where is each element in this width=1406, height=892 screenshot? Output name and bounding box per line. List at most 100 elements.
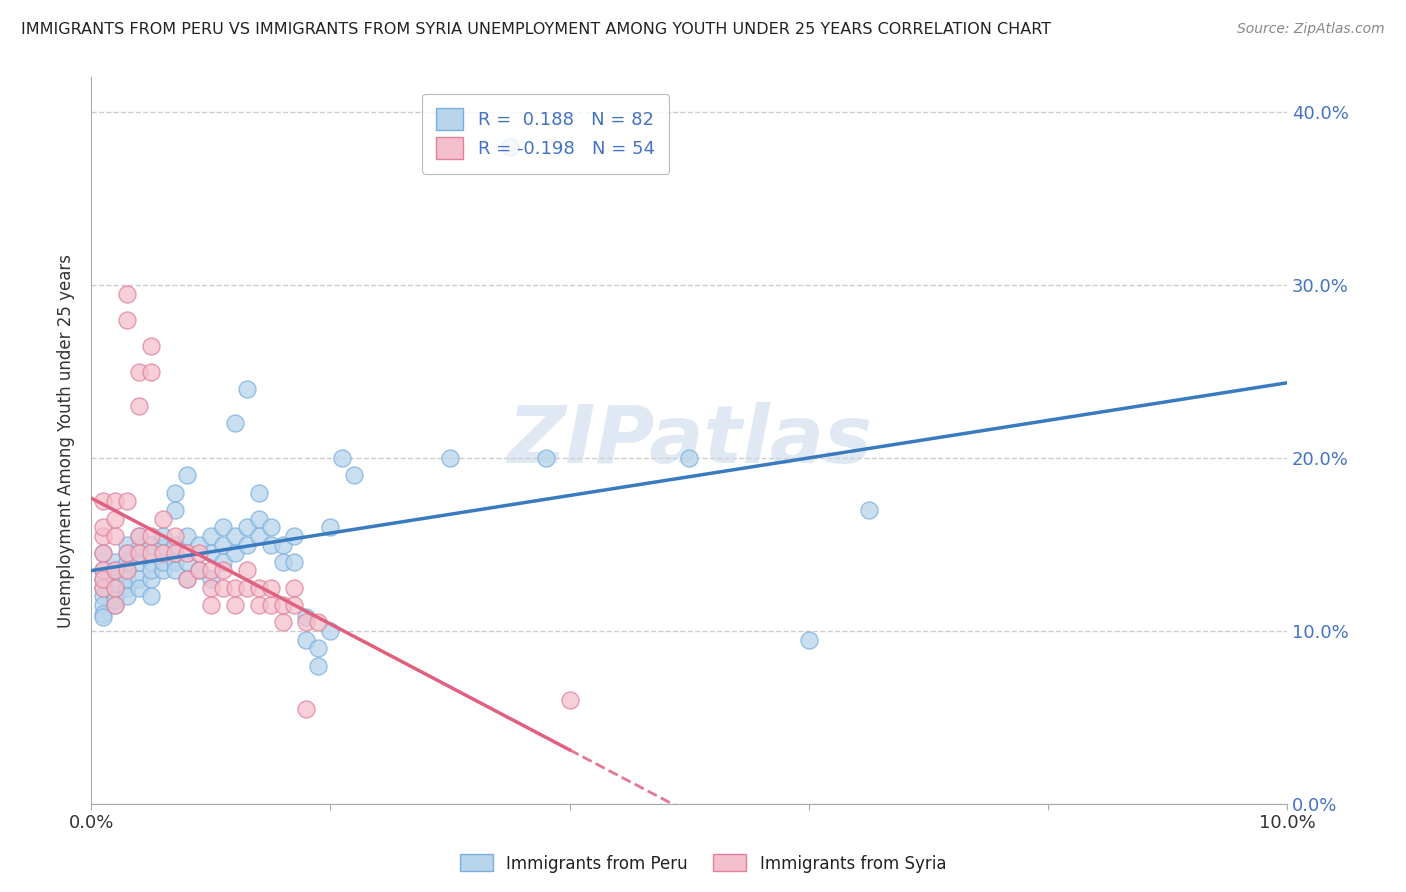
Point <box>319 520 342 534</box>
Point <box>104 494 127 508</box>
Point <box>139 364 162 378</box>
Point <box>187 546 209 560</box>
Point <box>128 581 150 595</box>
Point <box>271 537 294 551</box>
Point <box>211 581 233 595</box>
Point <box>104 555 127 569</box>
Point <box>115 564 138 578</box>
Point <box>139 555 162 569</box>
Point <box>200 581 222 595</box>
Point <box>104 590 127 604</box>
Point <box>104 575 127 590</box>
Y-axis label: Unemployment Among Youth under 25 years: Unemployment Among Youth under 25 years <box>58 253 75 628</box>
Point <box>128 572 150 586</box>
Point <box>176 572 198 586</box>
Point <box>678 450 700 465</box>
Point <box>152 564 174 578</box>
Point <box>139 537 162 551</box>
Point <box>128 529 150 543</box>
Point <box>128 541 150 555</box>
Point <box>104 529 127 543</box>
Point <box>343 468 366 483</box>
Point <box>271 598 294 612</box>
Point <box>224 529 246 543</box>
Point <box>163 546 186 560</box>
Point <box>163 564 186 578</box>
Point <box>858 503 880 517</box>
Point <box>115 494 138 508</box>
Point <box>152 541 174 555</box>
Point <box>139 529 162 543</box>
Point <box>115 572 138 586</box>
Point <box>139 590 162 604</box>
Point <box>187 564 209 578</box>
Text: IMMIGRANTS FROM PERU VS IMMIGRANTS FROM SYRIA UNEMPLOYMENT AMONG YOUTH UNDER 25 : IMMIGRANTS FROM PERU VS IMMIGRANTS FROM … <box>21 22 1052 37</box>
Point <box>187 564 209 578</box>
Point <box>104 598 127 612</box>
Point <box>115 546 138 560</box>
Point <box>91 572 114 586</box>
Point <box>139 564 162 578</box>
Point <box>128 555 150 569</box>
Point <box>307 641 329 656</box>
Point <box>139 338 162 352</box>
Point <box>176 529 198 543</box>
Point <box>115 537 138 551</box>
Point <box>104 592 127 607</box>
Point <box>235 382 257 396</box>
Point <box>104 564 127 578</box>
Legend: R =  0.188   N = 82, R = -0.198   N = 54: R = 0.188 N = 82, R = -0.198 N = 54 <box>422 94 669 174</box>
Point <box>224 581 246 595</box>
Point <box>163 485 186 500</box>
Point <box>91 581 114 595</box>
Point <box>211 564 233 578</box>
Point <box>558 693 581 707</box>
Point <box>439 450 461 465</box>
Point <box>163 555 186 569</box>
Point <box>91 494 114 508</box>
Point <box>295 610 318 624</box>
Point <box>319 624 342 638</box>
Point <box>115 564 138 578</box>
Point <box>247 529 270 543</box>
Point <box>152 511 174 525</box>
Point <box>235 581 257 595</box>
Point <box>307 658 329 673</box>
Point <box>163 537 186 551</box>
Point <box>200 572 222 586</box>
Point <box>104 511 127 525</box>
Point <box>247 485 270 500</box>
Point <box>187 537 209 551</box>
Point <box>247 598 270 612</box>
Point <box>200 529 222 543</box>
Point <box>259 520 281 534</box>
Point <box>200 564 222 578</box>
Point <box>259 581 281 595</box>
Point <box>176 468 198 483</box>
Point <box>104 581 127 595</box>
Point <box>295 702 318 716</box>
Point <box>128 364 150 378</box>
Point <box>259 537 281 551</box>
Point <box>104 564 127 578</box>
Point <box>91 610 114 624</box>
Point <box>91 564 114 578</box>
Point <box>152 546 174 560</box>
Point <box>235 564 257 578</box>
Point <box>211 537 233 551</box>
Point <box>139 572 162 586</box>
Point <box>247 511 270 525</box>
Point <box>224 546 246 560</box>
Point <box>91 564 114 578</box>
Point <box>128 399 150 413</box>
Point <box>152 529 174 543</box>
Point <box>104 572 127 586</box>
Point <box>91 598 114 612</box>
Point <box>247 581 270 595</box>
Point <box>91 546 114 560</box>
Point <box>295 632 318 647</box>
Point <box>271 615 294 630</box>
Point <box>211 520 233 534</box>
Point <box>115 286 138 301</box>
Point <box>115 546 138 560</box>
